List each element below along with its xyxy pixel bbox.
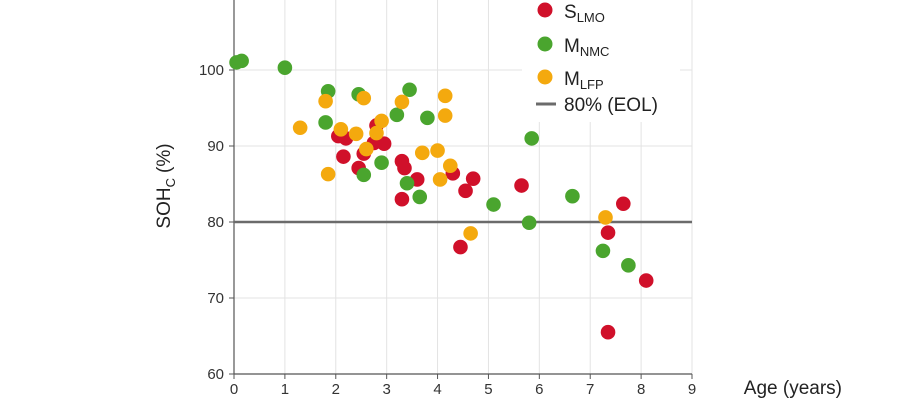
data-point-m-nmc [402, 82, 417, 98]
x-axis-title: Age (years) [744, 378, 842, 399]
x-tick-label: 9 [688, 381, 696, 398]
data-point-s-lmo [616, 196, 631, 212]
data-point-s-lmo [394, 191, 410, 207]
data-point-m-lfp [292, 120, 308, 136]
y-axis-title: SOHC (%) [154, 143, 178, 228]
data-point-m-lfp [320, 166, 336, 182]
x-tick-label: 0 [230, 381, 238, 398]
x-tick-label: 7 [586, 381, 594, 398]
data-point-m-lfp [348, 126, 364, 142]
data-point-m-lfp [442, 158, 458, 174]
x-tick-label: 4 [433, 381, 441, 398]
y-axis-title-main: SOH [154, 187, 175, 228]
data-point-s-lmo [514, 178, 529, 193]
data-point-s-lmo [336, 149, 351, 164]
data-point-s-lmo [458, 183, 473, 199]
data-point-s-lmo [397, 160, 412, 176]
data-point-m-lfp [369, 125, 384, 141]
data-point-m-lfp [356, 90, 372, 106]
data-point-m-nmc [234, 53, 249, 69]
data-point-m-nmc [318, 115, 333, 130]
legend-label-eol: 80% (EOL) [564, 95, 658, 116]
data-point-m-nmc [412, 189, 428, 205]
x-tick-label: 2 [332, 381, 340, 398]
data-point-m-lfp [374, 113, 389, 129]
y-axis-title-sub: C [163, 178, 178, 187]
data-point-m-lfp [432, 172, 448, 187]
legend-marker-s-lmo [537, 2, 553, 18]
legend-background [522, 0, 680, 122]
data-point-m-lfp [598, 210, 613, 225]
data-point-m-lfp [437, 88, 453, 104]
x-tick-label: 3 [382, 381, 390, 398]
data-point-s-lmo [465, 171, 481, 186]
data-point-m-nmc [277, 60, 293, 76]
data-point-m-lfp [437, 108, 453, 123]
data-point-m-lfp [359, 141, 374, 157]
data-point-m-lfp [318, 93, 333, 109]
data-point-m-nmc [374, 155, 389, 171]
y-tick-label: 70 [207, 290, 224, 307]
data-point-m-nmc [621, 258, 636, 273]
legend-label-s-lmo: SLMO [564, 2, 605, 25]
data-point-s-lmo [453, 239, 468, 255]
y-tick-label: 90 [207, 138, 224, 155]
data-point-s-lmo [638, 273, 654, 288]
data-point-m-lfp [430, 143, 445, 158]
y-tick-label: 60 [207, 366, 224, 383]
legend: SLMO MNMC MLFP 80% (EOL) [522, 0, 680, 122]
data-point-m-nmc [389, 107, 405, 123]
y-tick-label: 80 [207, 214, 224, 231]
data-points [229, 53, 654, 340]
legend-marker-m-nmc [537, 36, 553, 52]
data-point-m-lfp [414, 145, 430, 161]
data-point-m-lfp [333, 121, 349, 137]
x-tick-label: 5 [484, 381, 492, 398]
data-point-m-nmc [524, 131, 539, 146]
data-point-m-nmc [420, 110, 435, 126]
data-point-s-lmo [376, 136, 392, 152]
x-tick-label: 1 [281, 381, 289, 398]
data-point-m-lfp [463, 226, 478, 241]
legend-label-m-lfp: MLFP [564, 69, 604, 92]
legend-label-m-nmc: MNMC [564, 36, 609, 59]
y-axis-title-unit: (%) [154, 143, 175, 173]
data-point-s-lmo [600, 225, 616, 240]
y-tick-label: 100 [199, 62, 224, 79]
tick-labels: 0 1 2 3 4 5 6 7 8 9 60 70 80 90 100 [199, 62, 696, 398]
data-point-m-nmc [399, 175, 415, 191]
data-point-m-nmc [521, 215, 537, 231]
data-point-s-lmo [600, 324, 616, 340]
legend-marker-m-lfp [537, 69, 553, 85]
data-point-m-lfp [394, 94, 410, 110]
x-tick-label: 8 [637, 381, 645, 398]
x-tick-label: 6 [535, 381, 543, 398]
data-point-m-nmc [565, 188, 580, 204]
data-point-m-nmc [486, 197, 501, 212]
data-point-m-nmc [356, 167, 372, 183]
data-point-m-nmc [595, 243, 611, 259]
